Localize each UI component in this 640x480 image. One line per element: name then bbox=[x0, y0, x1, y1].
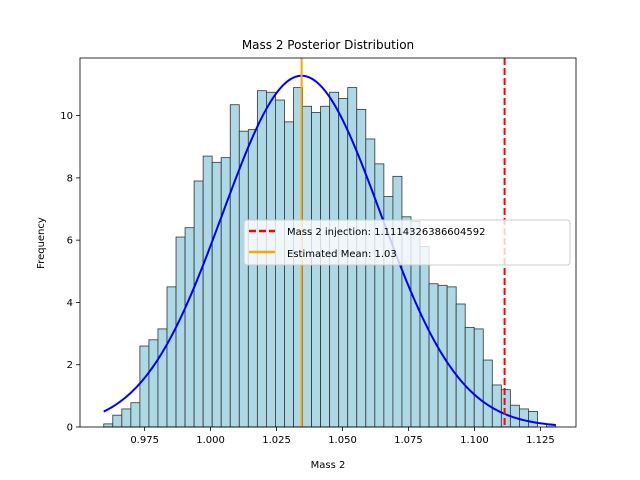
x-tick-label: 0.975 bbox=[130, 435, 159, 446]
histogram-bar bbox=[121, 408, 132, 428]
histogram-bar bbox=[428, 283, 439, 428]
histogram-bar bbox=[491, 384, 502, 428]
y-tick-label: 0 bbox=[67, 423, 73, 434]
histogram-bar bbox=[365, 138, 376, 428]
legend-box bbox=[243, 219, 571, 266]
histogram-bar bbox=[302, 105, 312, 428]
histogram-bar bbox=[519, 408, 529, 428]
histogram-bar bbox=[320, 105, 331, 428]
x-tick-label: 1.050 bbox=[328, 435, 357, 446]
histogram-bar bbox=[211, 161, 222, 428]
histogram-bar bbox=[175, 236, 186, 428]
x-axis-label: Mass 2 bbox=[311, 460, 346, 471]
histogram-bar bbox=[157, 328, 168, 428]
histogram-bar bbox=[455, 303, 466, 428]
legend: Mass 2 injection: 1.1114326386604592 Est… bbox=[243, 219, 571, 266]
x-tick-label: 1.000 bbox=[196, 435, 225, 446]
histogram-bar bbox=[103, 423, 114, 428]
fit-curve bbox=[103, 74, 556, 426]
x-tick-label: 1.125 bbox=[526, 435, 555, 446]
histogram-bar bbox=[419, 245, 430, 428]
y-tick-label: 4 bbox=[67, 298, 73, 309]
histogram-bar bbox=[112, 414, 123, 428]
histogram-bar bbox=[247, 129, 258, 428]
x-tick-label: 1.025 bbox=[262, 435, 291, 446]
histogram-bar bbox=[482, 359, 493, 428]
y-tick-label: 10 bbox=[60, 111, 73, 122]
histogram-bar bbox=[284, 121, 294, 428]
histogram-bar bbox=[500, 389, 511, 428]
histogram-bar bbox=[528, 411, 538, 428]
y-axis-label: Frequency bbox=[36, 217, 47, 269]
histogram-bar bbox=[464, 326, 475, 428]
histogram-bar bbox=[184, 227, 195, 428]
x-axis-ticks: 0.975 1.000 1.025 1.050 1.075 1.100 1.125 bbox=[130, 427, 555, 446]
legend-injection-label: Mass 2 injection: 1.1114326386604592 bbox=[287, 227, 485, 238]
axes-frame bbox=[79, 57, 577, 428]
histogram-bar bbox=[202, 155, 213, 428]
y-tick-label: 6 bbox=[67, 236, 73, 247]
x-tick-label: 1.075 bbox=[394, 435, 423, 446]
histogram-bar bbox=[473, 328, 484, 428]
fit-curve-group bbox=[103, 74, 556, 426]
x-tick-label: 1.100 bbox=[460, 435, 489, 446]
histogram-bar bbox=[229, 104, 240, 428]
histogram-bar bbox=[166, 286, 177, 428]
histogram-bar bbox=[446, 286, 457, 428]
y-tick-label: 8 bbox=[67, 173, 73, 184]
histogram-bar bbox=[193, 180, 204, 428]
histogram-bar bbox=[311, 112, 322, 428]
y-tick-label: 2 bbox=[67, 360, 73, 371]
y-axis-ticks: 0 2 4 6 8 10 bbox=[60, 111, 80, 434]
histogram-bar bbox=[148, 339, 159, 428]
histogram-bar bbox=[392, 175, 403, 428]
histogram-bar bbox=[139, 345, 150, 428]
histogram-bar bbox=[130, 402, 141, 428]
legend-mean-label: Estimated Mean: 1.03 bbox=[287, 249, 397, 260]
histogram-bar bbox=[238, 130, 249, 428]
chart-title: Mass 2 Posterior Distribution bbox=[242, 38, 414, 52]
